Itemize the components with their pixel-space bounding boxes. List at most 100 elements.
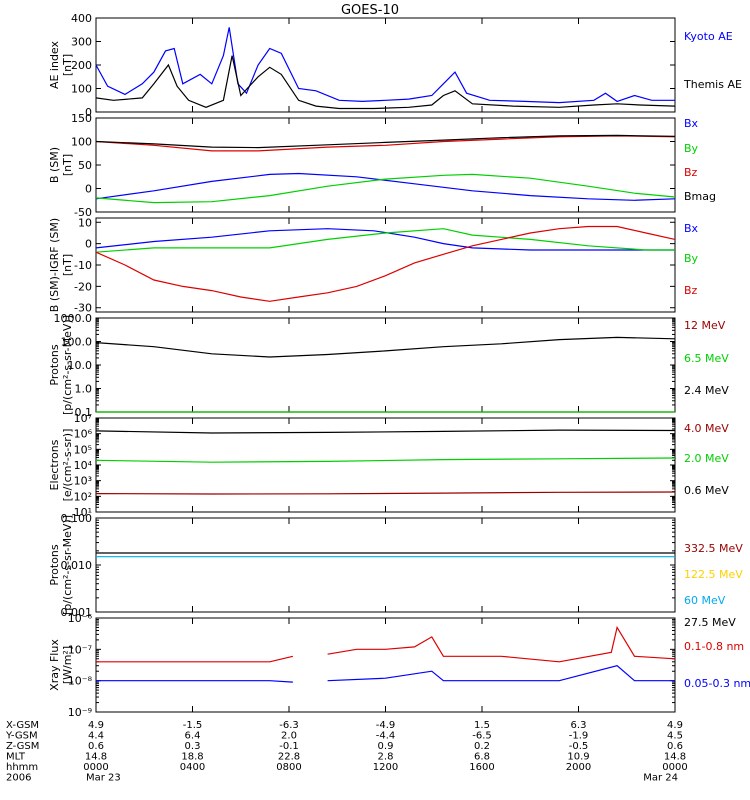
x-axis-value: -0.1: [279, 741, 299, 752]
y-tick-label: 10: [78, 216, 92, 229]
y-tick-label: -50: [74, 206, 92, 219]
panel-frame: [95, 617, 676, 713]
legend-label: Bx: [684, 117, 699, 130]
panel-1: 0 100 200 300 400 AE index [nT] Kyoto AE Themis …: [48, 12, 742, 119]
y-tick-label: 100.0: [61, 336, 93, 349]
y-axis-label: [nT]: [61, 154, 74, 176]
series-line-bmag: [95, 134, 676, 149]
x-axis-row-label: Z-GSM: [6, 741, 39, 752]
x-axis-value: 0000: [662, 762, 687, 773]
series-line-0-05-0-3-nm: [96, 665, 675, 683]
y-tick-label: 10.0: [68, 359, 93, 372]
y-tick-label: -10: [74, 259, 92, 272]
legend-label: 4.0 MeV: [684, 422, 729, 435]
y-axis-label: AE index: [48, 40, 61, 89]
x-axis-value: 6.4: [185, 731, 201, 742]
y-tick-label: 50: [78, 159, 92, 172]
y-tick-label: 10⁶: [74, 428, 93, 441]
panel-5: 10¹ 10² 10³ 10⁴ 10⁵ 10⁶ 10⁷ Electrons [e/(cm²-s-…: [48, 412, 729, 519]
y-axis-label: Electrons: [48, 439, 61, 490]
series-line-2-0-mev: [95, 457, 676, 463]
y-tick-label: 10⁻⁹: [68, 706, 92, 719]
x-axis-value: -4.4: [376, 731, 396, 742]
y-tick-label: 10⁻⁸: [68, 675, 93, 688]
legend-label: Bz: [684, 284, 698, 297]
chart-title: GOES-10: [341, 3, 399, 18]
y-tick-label: 10²: [74, 490, 92, 503]
y-axis-label: [p/(cm²-s-sr-MeV)]: [61, 315, 74, 415]
x-axis-row-label: 2006: [6, 773, 31, 784]
legend-label: Bx: [684, 222, 699, 235]
series-line-kyoto-ae: [95, 27, 675, 104]
series-line-bx: [95, 172, 676, 201]
panel-6: 0.001 0.010 0.100 Protons [p/(cm²-s-sr-MeV)]…: [48, 512, 743, 629]
x-axis-value: 6.3: [571, 720, 587, 731]
series-line-bz: [95, 225, 676, 302]
y-tick-label: 0: [85, 238, 92, 251]
x-axis-value: 4.4: [88, 731, 104, 742]
legend-label: 2.4 MeV: [684, 384, 729, 397]
x-axis-value: 2000: [566, 762, 591, 773]
y-tick-label: 100: [71, 136, 92, 149]
y-axis-label: [nT]: [61, 254, 74, 276]
legend-label: Bz: [684, 166, 698, 179]
series-line-themis-ae: [95, 55, 676, 110]
x-axis-row-label: X-GSM: [6, 720, 39, 731]
y-axis-label: [e/(cm²-s-sr)]: [61, 429, 74, 502]
x-axis-value: 0.9: [378, 741, 394, 752]
y-tick-label: 10¹: [74, 506, 92, 519]
x-axis-value: 2.0: [281, 731, 297, 742]
series-line-bx: [95, 228, 675, 251]
panel-2: -50 0 50 100 150 B (SM) [nT] Bx By Bz Bmag: [48, 112, 716, 219]
x-axis-value: -0.5: [569, 741, 589, 752]
x-axis-value: 14.8: [85, 752, 107, 763]
x-axis-value: 0.3: [185, 741, 201, 752]
y-tick-label: 0.100: [61, 512, 93, 525]
x-axis-value: 4.5: [667, 731, 683, 742]
y-tick-label: 10⁷: [74, 412, 92, 425]
x-axis-value: -1.9: [569, 731, 589, 742]
panel-frame: [95, 517, 676, 613]
legend-label: By: [684, 142, 699, 155]
x-axis-row-label: hhmm: [6, 762, 38, 773]
x-axis-value: -6.5: [472, 731, 492, 742]
legend-label: 122.5 MeV: [684, 568, 743, 581]
x-axis-value: 1200: [373, 762, 398, 773]
x-axis-value: 18.8: [181, 752, 203, 763]
y-tick-label: 200: [71, 59, 92, 72]
series-line-bz: [95, 135, 676, 152]
legend-label: Themis AE: [683, 78, 742, 91]
y-tick-label: 1000.0: [54, 312, 93, 325]
x-axis-value: 1600: [469, 762, 494, 773]
y-tick-label: 0: [85, 183, 92, 196]
y-tick-label: 10⁻⁷: [68, 643, 92, 656]
legend-label: 0.1-0.8 nm: [684, 640, 744, 653]
legend-label: 0.05-0.3 nm: [684, 677, 750, 690]
y-tick-label: 0.001: [61, 606, 93, 619]
y-axis-label: [W/m²]: [61, 646, 74, 684]
series-line-by: [95, 173, 676, 204]
x-axis-value: 4.9: [667, 720, 683, 731]
y-tick-label: 100: [71, 83, 92, 96]
series-line-0-6-mev: [95, 429, 676, 434]
y-axis-label: [p/(cm²-s-sr-MeV)]: [61, 515, 74, 615]
y-tick-label: -30: [74, 302, 92, 315]
legend-label: 6.5 MeV: [684, 352, 729, 365]
y-tick-label: -20: [74, 280, 92, 293]
x-axis-table: X-GSMY-GSMZ-GSMMLThhmm20064.94.40.614.80…: [5, 720, 688, 784]
legend-label: 60 MeV: [684, 594, 726, 607]
x-axis-value: -4.9: [376, 720, 396, 731]
x-axis-value: 0400: [180, 762, 205, 773]
x-axis-row-label: Y-GSM: [5, 731, 38, 742]
y-axis-label: B (SM): [48, 147, 61, 183]
series-line-4-0-mev: [95, 491, 676, 495]
y-tick-label: 10⁻⁶: [68, 612, 93, 625]
y-tick-label: 10⁴: [74, 459, 93, 472]
x-axis-value: 4.9: [88, 720, 104, 731]
panel-3: -30 -20 -10 0 10 B (SM)-IGRF (SM) [nT] Bx By Bz: [48, 216, 699, 314]
x-axis-value: Mar 23: [86, 773, 121, 784]
x-axis-value: -1.5: [183, 720, 203, 731]
panel-frame: [95, 17, 676, 113]
